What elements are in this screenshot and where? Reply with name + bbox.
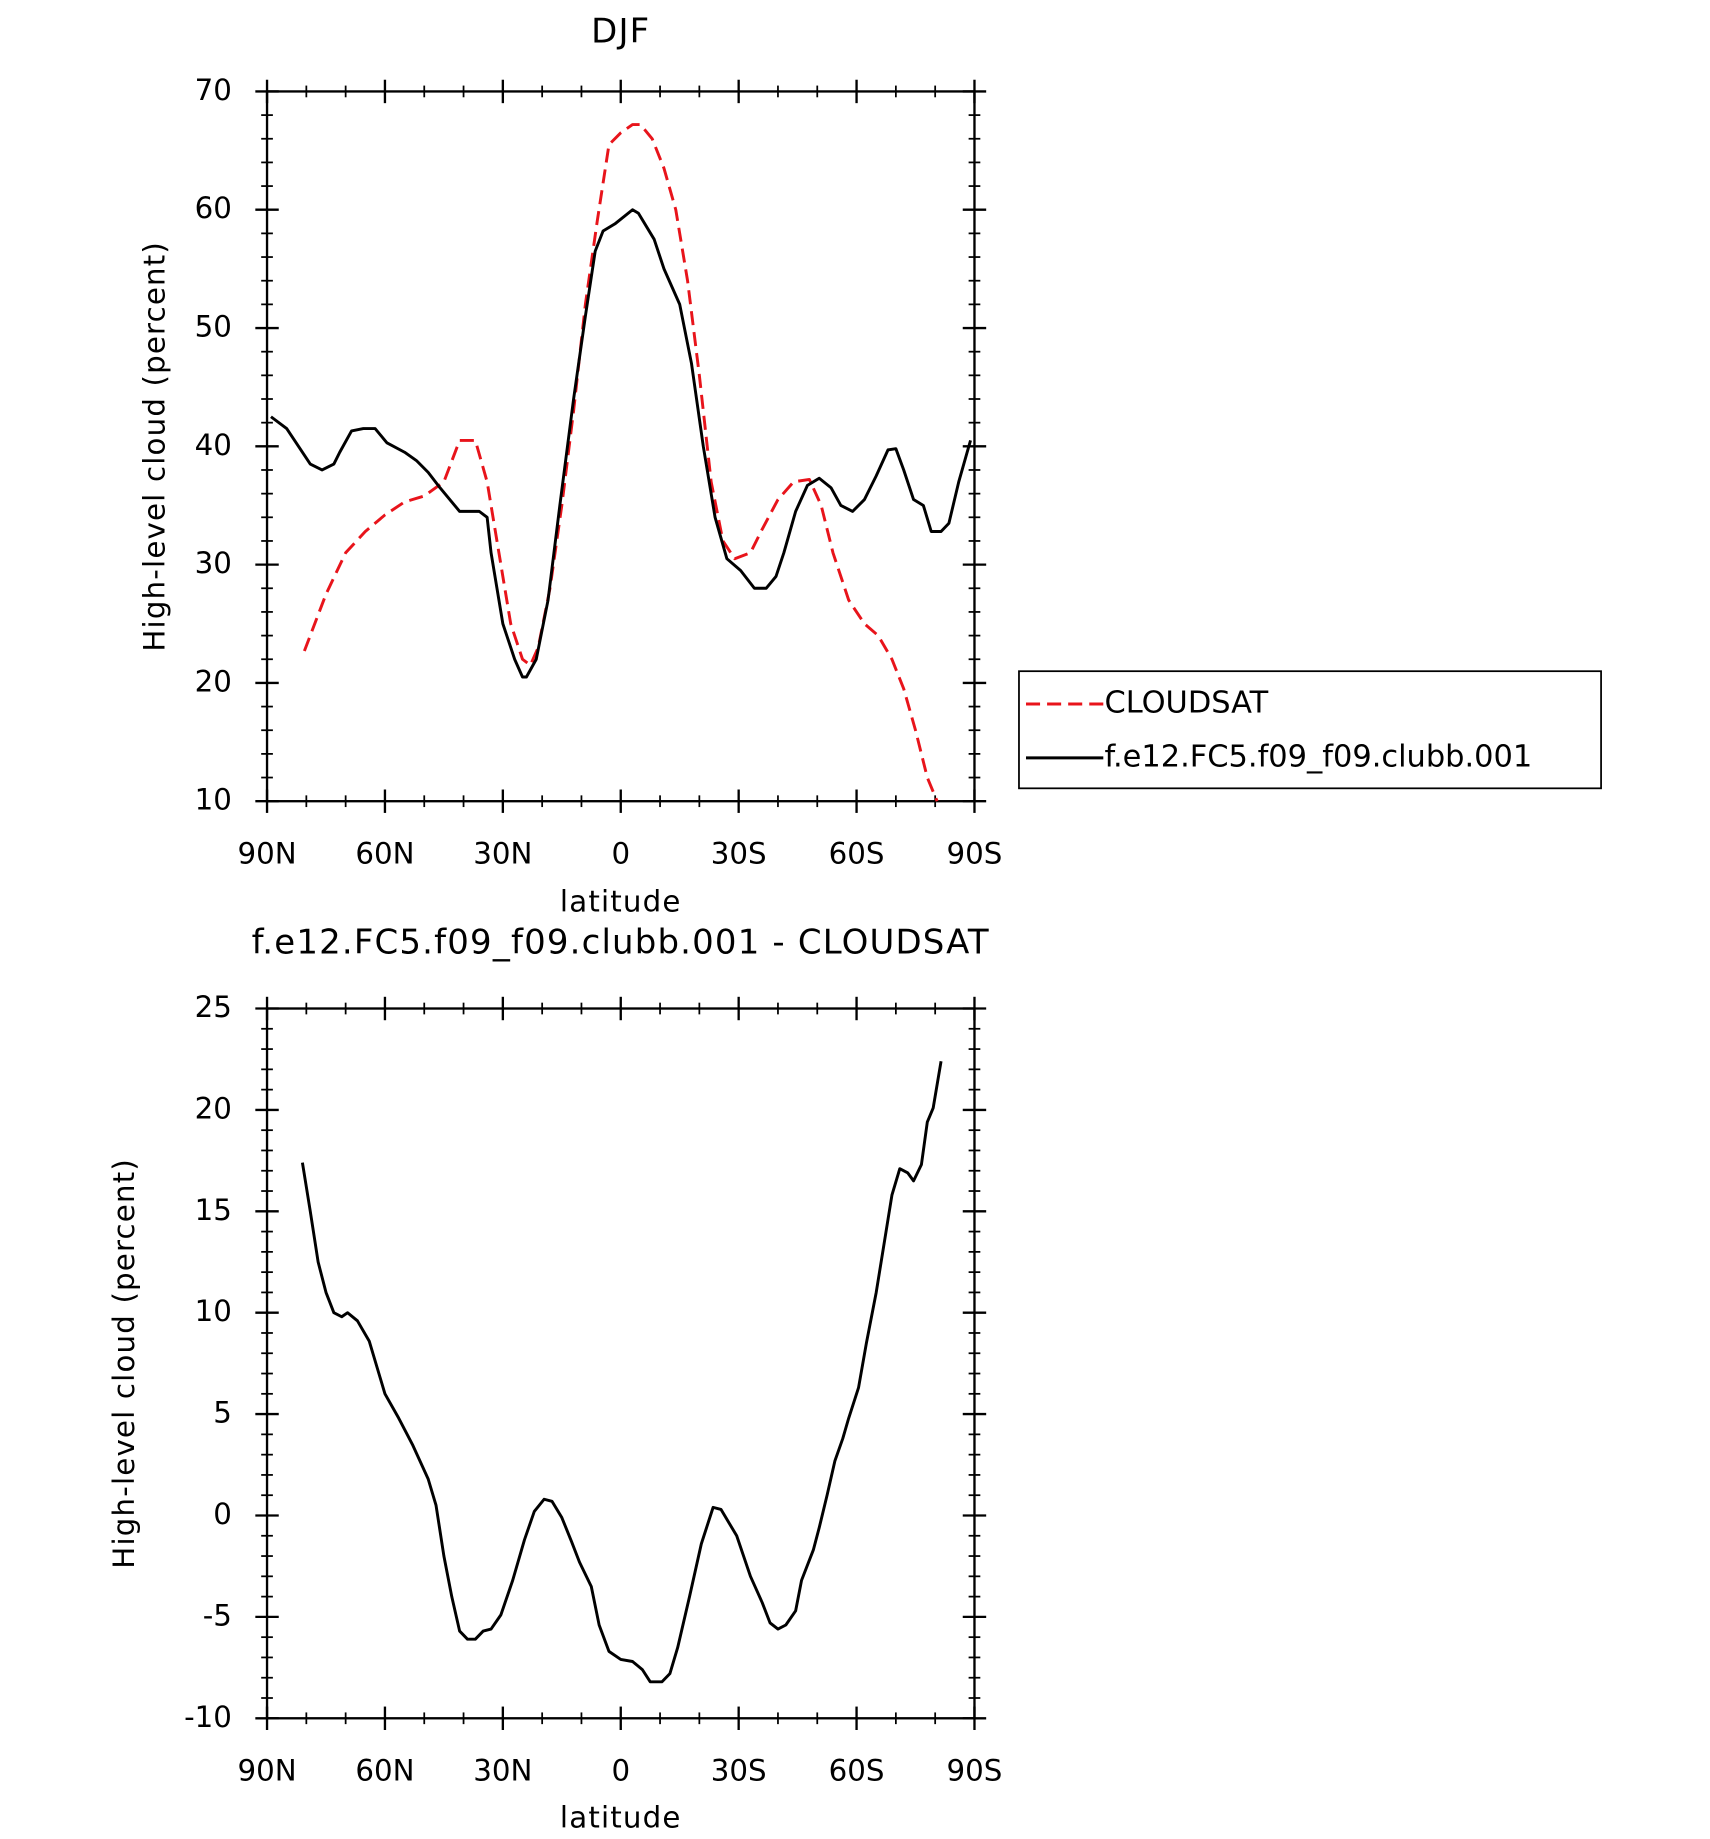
y-tick-label: 30 (195, 546, 232, 580)
x-tick-label: 60N (355, 837, 414, 871)
y-tick-label: 20 (195, 1091, 232, 1125)
legend-label: f.e12.FC5.f09_f09.clubb.001 (1104, 739, 1532, 774)
chart-title: DJF (591, 11, 650, 51)
x-tick-label: 60N (355, 1754, 414, 1788)
y-axis-label: High-level cloud (percent) (137, 241, 171, 652)
x-tick-label: 90S (947, 837, 1003, 871)
y-tick-label: 0 (213, 1497, 232, 1531)
y-tick-label: 40 (195, 428, 232, 462)
x-tick-label: 60S (829, 837, 885, 871)
plot-frame (265, 90, 976, 803)
y-tick-label: 10 (195, 1294, 232, 1328)
legend-label: CLOUDSAT (1104, 685, 1268, 720)
y-tick-label: 60 (195, 191, 232, 225)
y-tick-label: 20 (195, 664, 232, 698)
y-axis-label: High-level cloud (percent) (107, 1158, 141, 1569)
x-tick-label: 90S (947, 1754, 1003, 1788)
x-tick-label: 90N (237, 1754, 296, 1788)
chart-title: f.e12.FC5.f09_f09.clubb.001 - CLOUDSAT (252, 923, 990, 963)
legend-box (1018, 670, 1602, 790)
y-tick-label: 50 (195, 310, 232, 344)
x-axis-label: latitude (560, 885, 682, 919)
x-tick-label: 90N (237, 837, 296, 871)
y-tick-label: -5 (203, 1598, 232, 1632)
x-tick-label: 30N (473, 837, 532, 871)
x-tick-label: 30S (711, 1754, 767, 1788)
x-tick-label: 30S (711, 837, 767, 871)
plot-frame (265, 1007, 976, 1720)
data-line (270, 208, 972, 679)
x-axis-label: latitude (560, 1801, 682, 1835)
y-tick-label: -10 (184, 1700, 232, 1734)
x-tick-label: 30N (473, 1754, 532, 1788)
y-tick-label: 5 (213, 1396, 232, 1430)
y-tick-label: 10 (195, 783, 232, 817)
data-line (303, 123, 939, 802)
x-tick-label: 60S (829, 1754, 885, 1788)
x-tick-label: 0 (611, 837, 630, 871)
x-tick-label: 0 (611, 1754, 630, 1788)
data-line (300, 1060, 943, 1684)
y-tick-label: 70 (195, 73, 232, 107)
y-tick-label: 15 (195, 1193, 232, 1227)
y-tick-label: 25 (195, 990, 232, 1024)
